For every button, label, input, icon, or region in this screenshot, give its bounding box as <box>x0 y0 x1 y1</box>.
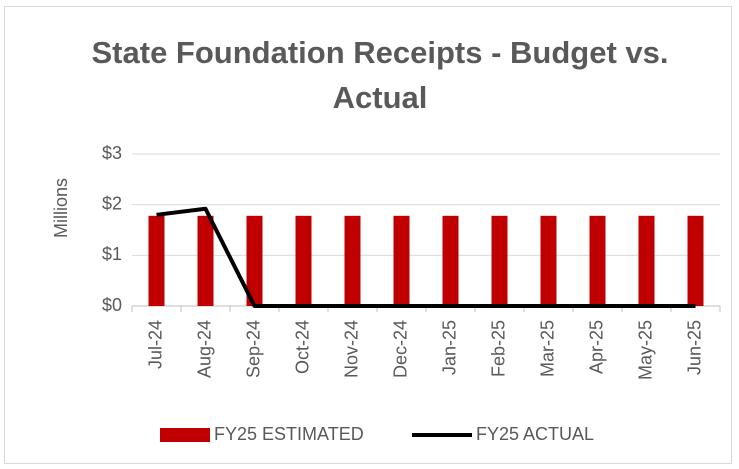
bar <box>638 215 655 306</box>
x-tick-label: Aug-24 <box>194 320 214 378</box>
chart-title: State Foundation Receipts - Budget vs. A… <box>91 35 669 115</box>
x-tick-label: Jun-25 <box>684 320 704 375</box>
x-tick-label: Mar-25 <box>537 320 557 377</box>
legend-swatch <box>160 428 210 442</box>
y-tick-label: $0 <box>102 295 122 315</box>
x-tick-label: Apr-25 <box>586 320 606 374</box>
x-tick-label: Jul-24 <box>145 320 165 369</box>
bar <box>197 215 214 306</box>
y-axis-label: Millions <box>51 178 71 238</box>
bar <box>246 215 263 306</box>
y-tick-label: $3 <box>102 143 122 163</box>
x-tick-label: Nov-24 <box>341 320 361 378</box>
legend-label: FY25 ACTUAL <box>476 424 594 444</box>
bar <box>148 215 165 306</box>
line <box>156 206 696 308</box>
y-tick-label: $2 <box>102 193 122 213</box>
x-tick-label: May-25 <box>635 320 655 380</box>
x-tick-label: Sep-24 <box>243 320 263 378</box>
x-tick-label: Jan-25 <box>439 320 459 375</box>
bar <box>491 215 508 306</box>
bar <box>393 215 410 306</box>
y-tick-label: $1 <box>102 244 122 264</box>
bar <box>687 215 704 306</box>
legend-label: FY25 ESTIMATED <box>214 424 364 444</box>
bar <box>540 215 557 306</box>
x-tick-label: Feb-25 <box>488 320 508 377</box>
x-tick-label: Oct-24 <box>292 320 312 374</box>
bar <box>344 215 361 306</box>
x-tick-label: Dec-24 <box>390 320 410 378</box>
bar <box>589 215 606 306</box>
bar <box>442 215 459 306</box>
chart-border <box>4 6 732 464</box>
bar <box>295 215 312 306</box>
